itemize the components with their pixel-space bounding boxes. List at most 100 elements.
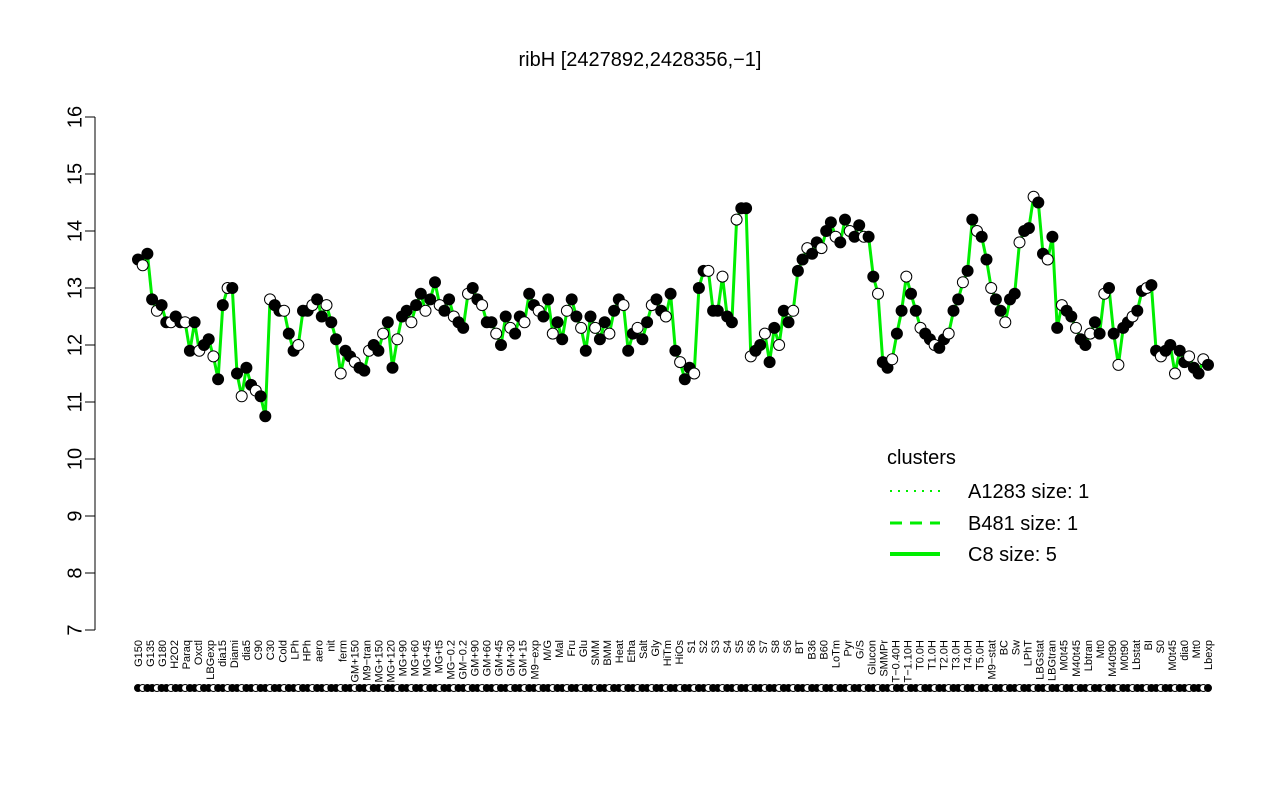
data-point bbox=[659, 310, 672, 323]
series-lines bbox=[136, 195, 1210, 418]
data-point bbox=[839, 213, 851, 226]
data-point bbox=[1112, 358, 1125, 371]
x-tick-label: T4.0H bbox=[963, 640, 975, 670]
data-point bbox=[711, 304, 724, 317]
x-tick-label: LBGstat bbox=[1035, 640, 1047, 680]
x-tick-label: Glucon bbox=[866, 640, 878, 675]
data-point bbox=[202, 333, 215, 346]
x-tick-label: MG+t5 bbox=[434, 640, 446, 673]
x-tick-label: LPh bbox=[289, 640, 301, 660]
x-tick-label: SMMPr bbox=[878, 640, 890, 677]
x-tick-label: dia0 bbox=[1179, 640, 1191, 661]
x-tick-label: T3.0H bbox=[951, 640, 963, 670]
x-tick-label: dia15 bbox=[217, 640, 229, 667]
y-tick-label: 8 bbox=[64, 567, 86, 578]
data-point bbox=[791, 264, 804, 277]
x-tick-label: GM−0.2 bbox=[458, 640, 470, 679]
data-point bbox=[315, 310, 328, 323]
y-tick-label: 15 bbox=[64, 163, 86, 185]
x-tick-label: S8 bbox=[770, 640, 782, 653]
x-tick-label: Etha bbox=[626, 639, 638, 663]
data-point bbox=[575, 321, 588, 334]
x-tick-label: LPhT bbox=[1023, 640, 1035, 667]
data-point bbox=[702, 264, 715, 277]
x-tick-label: BMM bbox=[602, 640, 614, 666]
data-point bbox=[593, 333, 606, 346]
data-point bbox=[584, 310, 597, 323]
data-point bbox=[900, 270, 913, 283]
data-point bbox=[834, 236, 847, 249]
data-point bbox=[669, 344, 682, 357]
data-point bbox=[1079, 339, 1092, 351]
x-tick-label: GM+45 bbox=[494, 640, 506, 676]
data-point bbox=[999, 316, 1012, 329]
data-point bbox=[254, 390, 267, 403]
data-point bbox=[443, 293, 456, 306]
data-point bbox=[853, 219, 866, 232]
data-point bbox=[278, 304, 291, 317]
data-point bbox=[688, 367, 701, 380]
data-point bbox=[509, 327, 522, 340]
x-tick-label: H2O2 bbox=[169, 640, 181, 669]
x-tick-label: M0t45 bbox=[1167, 640, 1179, 671]
data-point bbox=[956, 276, 969, 289]
data-point bbox=[457, 321, 470, 334]
data-point bbox=[405, 316, 418, 329]
y-axis: 7 8 9 10 11 12 13 14 15 16 bbox=[64, 106, 96, 636]
data-point bbox=[1183, 350, 1196, 363]
data-point bbox=[155, 299, 168, 312]
data-point bbox=[1173, 344, 1186, 357]
data-point bbox=[1041, 253, 1054, 266]
data-point bbox=[961, 264, 974, 277]
y-tick-label: 7 bbox=[64, 624, 86, 635]
x-tick-label: MG+90 bbox=[398, 640, 410, 676]
data-point bbox=[773, 339, 786, 351]
data-point bbox=[890, 327, 903, 340]
data-point bbox=[136, 259, 149, 272]
x-tick-label: T5.0H bbox=[975, 640, 987, 670]
x-tick-label: MG+120 bbox=[386, 640, 398, 683]
data-point bbox=[334, 367, 347, 380]
data-point bbox=[692, 282, 705, 294]
x-tick-label: C90 bbox=[253, 640, 265, 660]
x-tick-label: Glu bbox=[578, 640, 590, 657]
x-tick-label: T2.0H bbox=[939, 640, 951, 670]
x-tick-label: B60 bbox=[818, 640, 830, 660]
data-point bbox=[617, 299, 630, 312]
x-tick-label: MG−0.2 bbox=[446, 640, 458, 679]
x-tick-label: S1 bbox=[686, 640, 698, 653]
data-point bbox=[942, 327, 955, 340]
data-point bbox=[598, 316, 611, 329]
x-tick-label: M40t90 bbox=[1107, 640, 1119, 677]
data-point bbox=[358, 364, 371, 377]
x-tick-label: B36 bbox=[806, 640, 818, 660]
data-point bbox=[622, 344, 635, 357]
x-tick-label: ferm bbox=[337, 640, 349, 662]
data-point bbox=[216, 299, 229, 312]
x-tick-label: S2 bbox=[698, 640, 710, 653]
y-tick-label: 11 bbox=[64, 392, 86, 413]
data-point bbox=[259, 410, 272, 423]
data-point bbox=[909, 304, 922, 317]
legend-entry-3: C8 size: 5 bbox=[968, 544, 1057, 566]
x-tick-label: Lbtran bbox=[1083, 640, 1095, 671]
data-point bbox=[1103, 282, 1115, 294]
data-point bbox=[1065, 310, 1078, 323]
data-point bbox=[872, 287, 884, 300]
data-point bbox=[311, 293, 324, 306]
data-point bbox=[815, 242, 828, 255]
data-point bbox=[980, 253, 993, 266]
data-point bbox=[292, 339, 305, 351]
x-tick-label: GM+60 bbox=[482, 640, 494, 676]
data-point bbox=[886, 353, 899, 366]
data-point bbox=[1093, 327, 1106, 340]
x-tick-label: BI bbox=[1143, 640, 1155, 650]
data-point bbox=[1107, 327, 1120, 340]
data-point bbox=[631, 321, 644, 334]
data-point bbox=[674, 356, 687, 369]
data-point bbox=[386, 361, 399, 374]
data-point bbox=[226, 282, 239, 294]
x-tick-label: Lbexp bbox=[1203, 640, 1215, 670]
data-point bbox=[1032, 196, 1045, 209]
x-tick-label: Salt bbox=[638, 640, 650, 659]
